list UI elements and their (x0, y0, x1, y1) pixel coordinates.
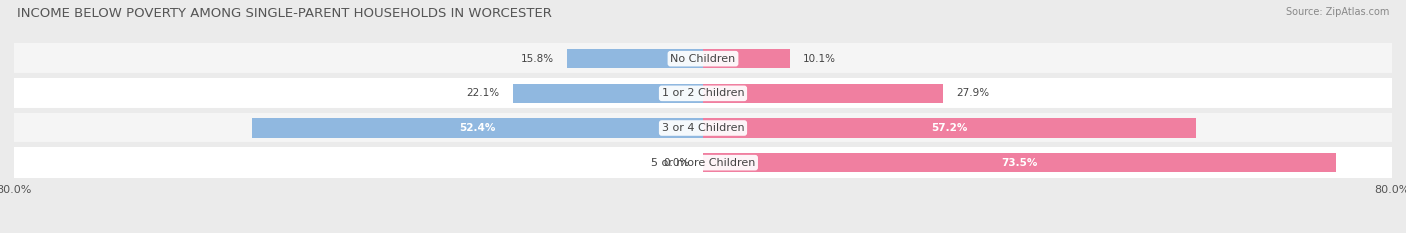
Legend: Single Father, Single Mother: Single Father, Single Mother (600, 231, 806, 233)
Text: 0.0%: 0.0% (664, 158, 690, 168)
Text: 1 or 2 Children: 1 or 2 Children (662, 88, 744, 98)
Bar (252, 118, 703, 137)
Text: 57.2%: 57.2% (931, 123, 967, 133)
Bar (703, 118, 1195, 137)
Bar (513, 84, 703, 103)
Text: 15.8%: 15.8% (520, 54, 554, 64)
Text: No Children: No Children (671, 54, 735, 64)
Bar (567, 49, 703, 68)
Bar (14, 113, 1392, 143)
Bar (703, 84, 943, 103)
Text: 22.1%: 22.1% (467, 88, 499, 98)
Bar (14, 43, 1392, 74)
Text: 10.1%: 10.1% (803, 54, 837, 64)
Text: Source: ZipAtlas.com: Source: ZipAtlas.com (1285, 7, 1389, 17)
Bar (703, 153, 1336, 172)
Bar (14, 78, 1392, 109)
Bar (14, 147, 1392, 178)
Text: 5 or more Children: 5 or more Children (651, 158, 755, 168)
Text: INCOME BELOW POVERTY AMONG SINGLE-PARENT HOUSEHOLDS IN WORCESTER: INCOME BELOW POVERTY AMONG SINGLE-PARENT… (17, 7, 551, 20)
Text: 52.4%: 52.4% (460, 123, 495, 133)
Text: 3 or 4 Children: 3 or 4 Children (662, 123, 744, 133)
Bar (703, 49, 790, 68)
Text: 27.9%: 27.9% (956, 88, 990, 98)
Text: 73.5%: 73.5% (1001, 158, 1038, 168)
